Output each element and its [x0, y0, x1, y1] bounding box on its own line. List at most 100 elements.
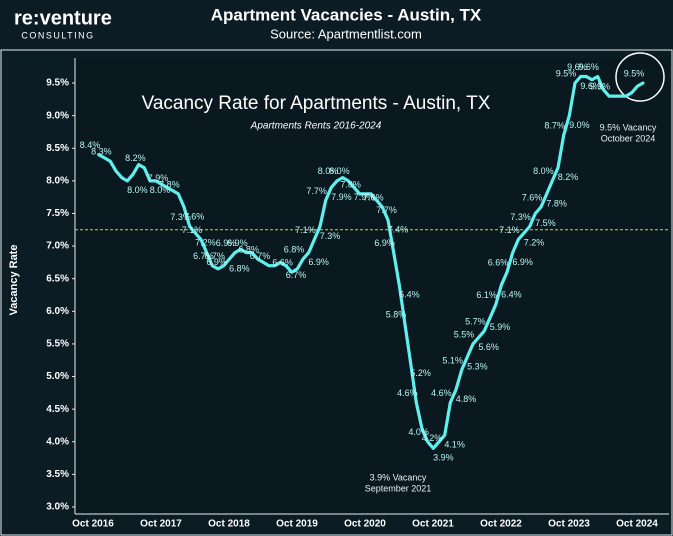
data-label: 6.4%: [501, 290, 522, 300]
data-label: 7.8%: [340, 179, 361, 189]
data-label: 7.9%: [354, 192, 375, 202]
data-label: 7.6%: [184, 211, 205, 221]
data-label: 6.8%: [238, 245, 259, 255]
data-label: 7.4%: [388, 224, 409, 234]
annotation: September 2021: [365, 483, 432, 493]
data-label: 7.2%: [524, 237, 545, 247]
data-label: 8.0%: [150, 185, 171, 195]
data-label: 9.3%: [590, 81, 611, 91]
data-label: 6.7%: [286, 270, 307, 280]
data-label: 6.8%: [229, 264, 250, 274]
data-label: 5.3%: [467, 361, 488, 371]
data-label: 7.3%: [510, 212, 531, 222]
data-label: 6.9%: [216, 238, 237, 248]
y-tick-label: 8.5%: [46, 143, 69, 154]
data-label: 8.0%: [318, 166, 339, 176]
data-label: 6.7%: [204, 251, 225, 261]
y-tick-label: 8.0%: [46, 176, 69, 187]
data-label: 8.0%: [533, 166, 554, 176]
chart-frame: [0, 49, 673, 536]
data-label: 9.6%: [567, 62, 588, 72]
data-label: 9.5%: [624, 68, 645, 78]
data-label: 7.1%: [182, 225, 203, 235]
y-tick-label: 4.0%: [46, 436, 69, 447]
data-label: 7.3%: [320, 231, 341, 241]
plot-area: [75, 58, 669, 514]
data-label: 4.1%: [444, 440, 465, 450]
data-label: 5.6%: [478, 342, 499, 352]
subtitle: Apartments Rents 2016-2024: [250, 121, 382, 132]
y-tick-label: 3.5%: [46, 469, 69, 480]
data-label: 6.4%: [399, 290, 420, 300]
x-tick-label: Oct 2024: [616, 519, 658, 530]
brand-sub: CONSULTING: [21, 30, 94, 40]
x-tick-label: Oct 2023: [548, 519, 590, 530]
annotation: October 2024: [601, 133, 656, 143]
data-label: 7.1%: [499, 225, 520, 235]
chart-title: Apartment Vacancies - Austin, TX: [211, 5, 482, 24]
data-label: 7.9%: [331, 192, 352, 202]
y-tick-label: 5.5%: [46, 339, 69, 350]
data-label: 4.0%: [408, 427, 429, 437]
data-label: 5.8%: [386, 310, 407, 320]
y-tick-label: 7.0%: [46, 241, 69, 252]
y-tick-label: 6.0%: [46, 306, 69, 317]
x-tick-label: Oct 2019: [276, 519, 318, 530]
highlight-circle: [615, 52, 665, 102]
data-label: 6.9%: [512, 257, 533, 267]
line: [97, 74, 645, 450]
data-label: 8.2%: [125, 153, 146, 163]
data-label: 5.7%: [465, 316, 486, 326]
data-label: 8.0%: [329, 166, 350, 176]
data-label: 6.9%: [206, 257, 227, 267]
data-label: 6.9%: [374, 238, 395, 248]
data-label: 3.9%: [433, 453, 454, 463]
data-label: 9.0%: [569, 120, 590, 130]
data-label: 7.2%: [195, 237, 216, 247]
y-tick-label: 7.5%: [46, 208, 69, 219]
data-label: 5.9%: [490, 322, 511, 332]
data-label: 5.1%: [442, 355, 463, 365]
data-label: 7.9%: [148, 173, 169, 183]
data-label: 7.8%: [159, 179, 180, 189]
data-label: 5.5%: [454, 329, 475, 339]
x-tick-label: Oct 2022: [480, 519, 522, 530]
data-label: 8.0%: [127, 185, 148, 195]
data-label: 6.8%: [284, 245, 305, 255]
data-label: 4.6%: [397, 388, 418, 398]
data-label: 8.7%: [544, 121, 565, 131]
data-label: 4.2%: [422, 433, 443, 443]
x-tick-label: Oct 2020: [344, 519, 386, 530]
data-label: 8.2%: [558, 172, 579, 182]
data-label: 6.7%: [250, 251, 271, 261]
data-label: 6.9%: [227, 238, 248, 248]
data-label: 8.4%: [80, 140, 101, 150]
x-tick-label: Oct 2016: [72, 519, 114, 530]
data-label: 7.1%: [295, 225, 316, 235]
data-label: 6.6%: [272, 258, 293, 268]
data-label: 7.7%: [376, 205, 397, 215]
data-label: 9.5%: [556, 68, 577, 78]
data-label: 4.6%: [431, 388, 452, 398]
y-tick-label: 9.5%: [46, 78, 69, 89]
data-label: 5.2%: [410, 368, 431, 378]
data-label: 9.6%: [580, 81, 601, 91]
data-label: 7.7%: [306, 186, 327, 196]
y-axis-label: Vacancy Rate: [8, 245, 20, 316]
data-label: 6.6%: [488, 258, 509, 268]
data-label: 8.3%: [91, 147, 112, 157]
annotation: 3.9% Vacancy: [370, 472, 427, 482]
y-tick-label: 3.0%: [46, 502, 69, 513]
annotation: 9.5% Vacancy: [600, 122, 657, 132]
brand: re:venture: [14, 7, 112, 29]
source: Source: Apartmentlist.com: [270, 26, 422, 41]
data-label: 7.8%: [546, 198, 567, 208]
data-label: 7.3%: [170, 212, 191, 222]
y-tick-label: 6.5%: [46, 273, 69, 284]
x-tick-label: Oct 2021: [412, 519, 454, 530]
y-tick-label: 9.0%: [46, 110, 69, 121]
x-tick-label: Oct 2018: [208, 519, 250, 530]
data-label: 7.5%: [535, 218, 556, 228]
